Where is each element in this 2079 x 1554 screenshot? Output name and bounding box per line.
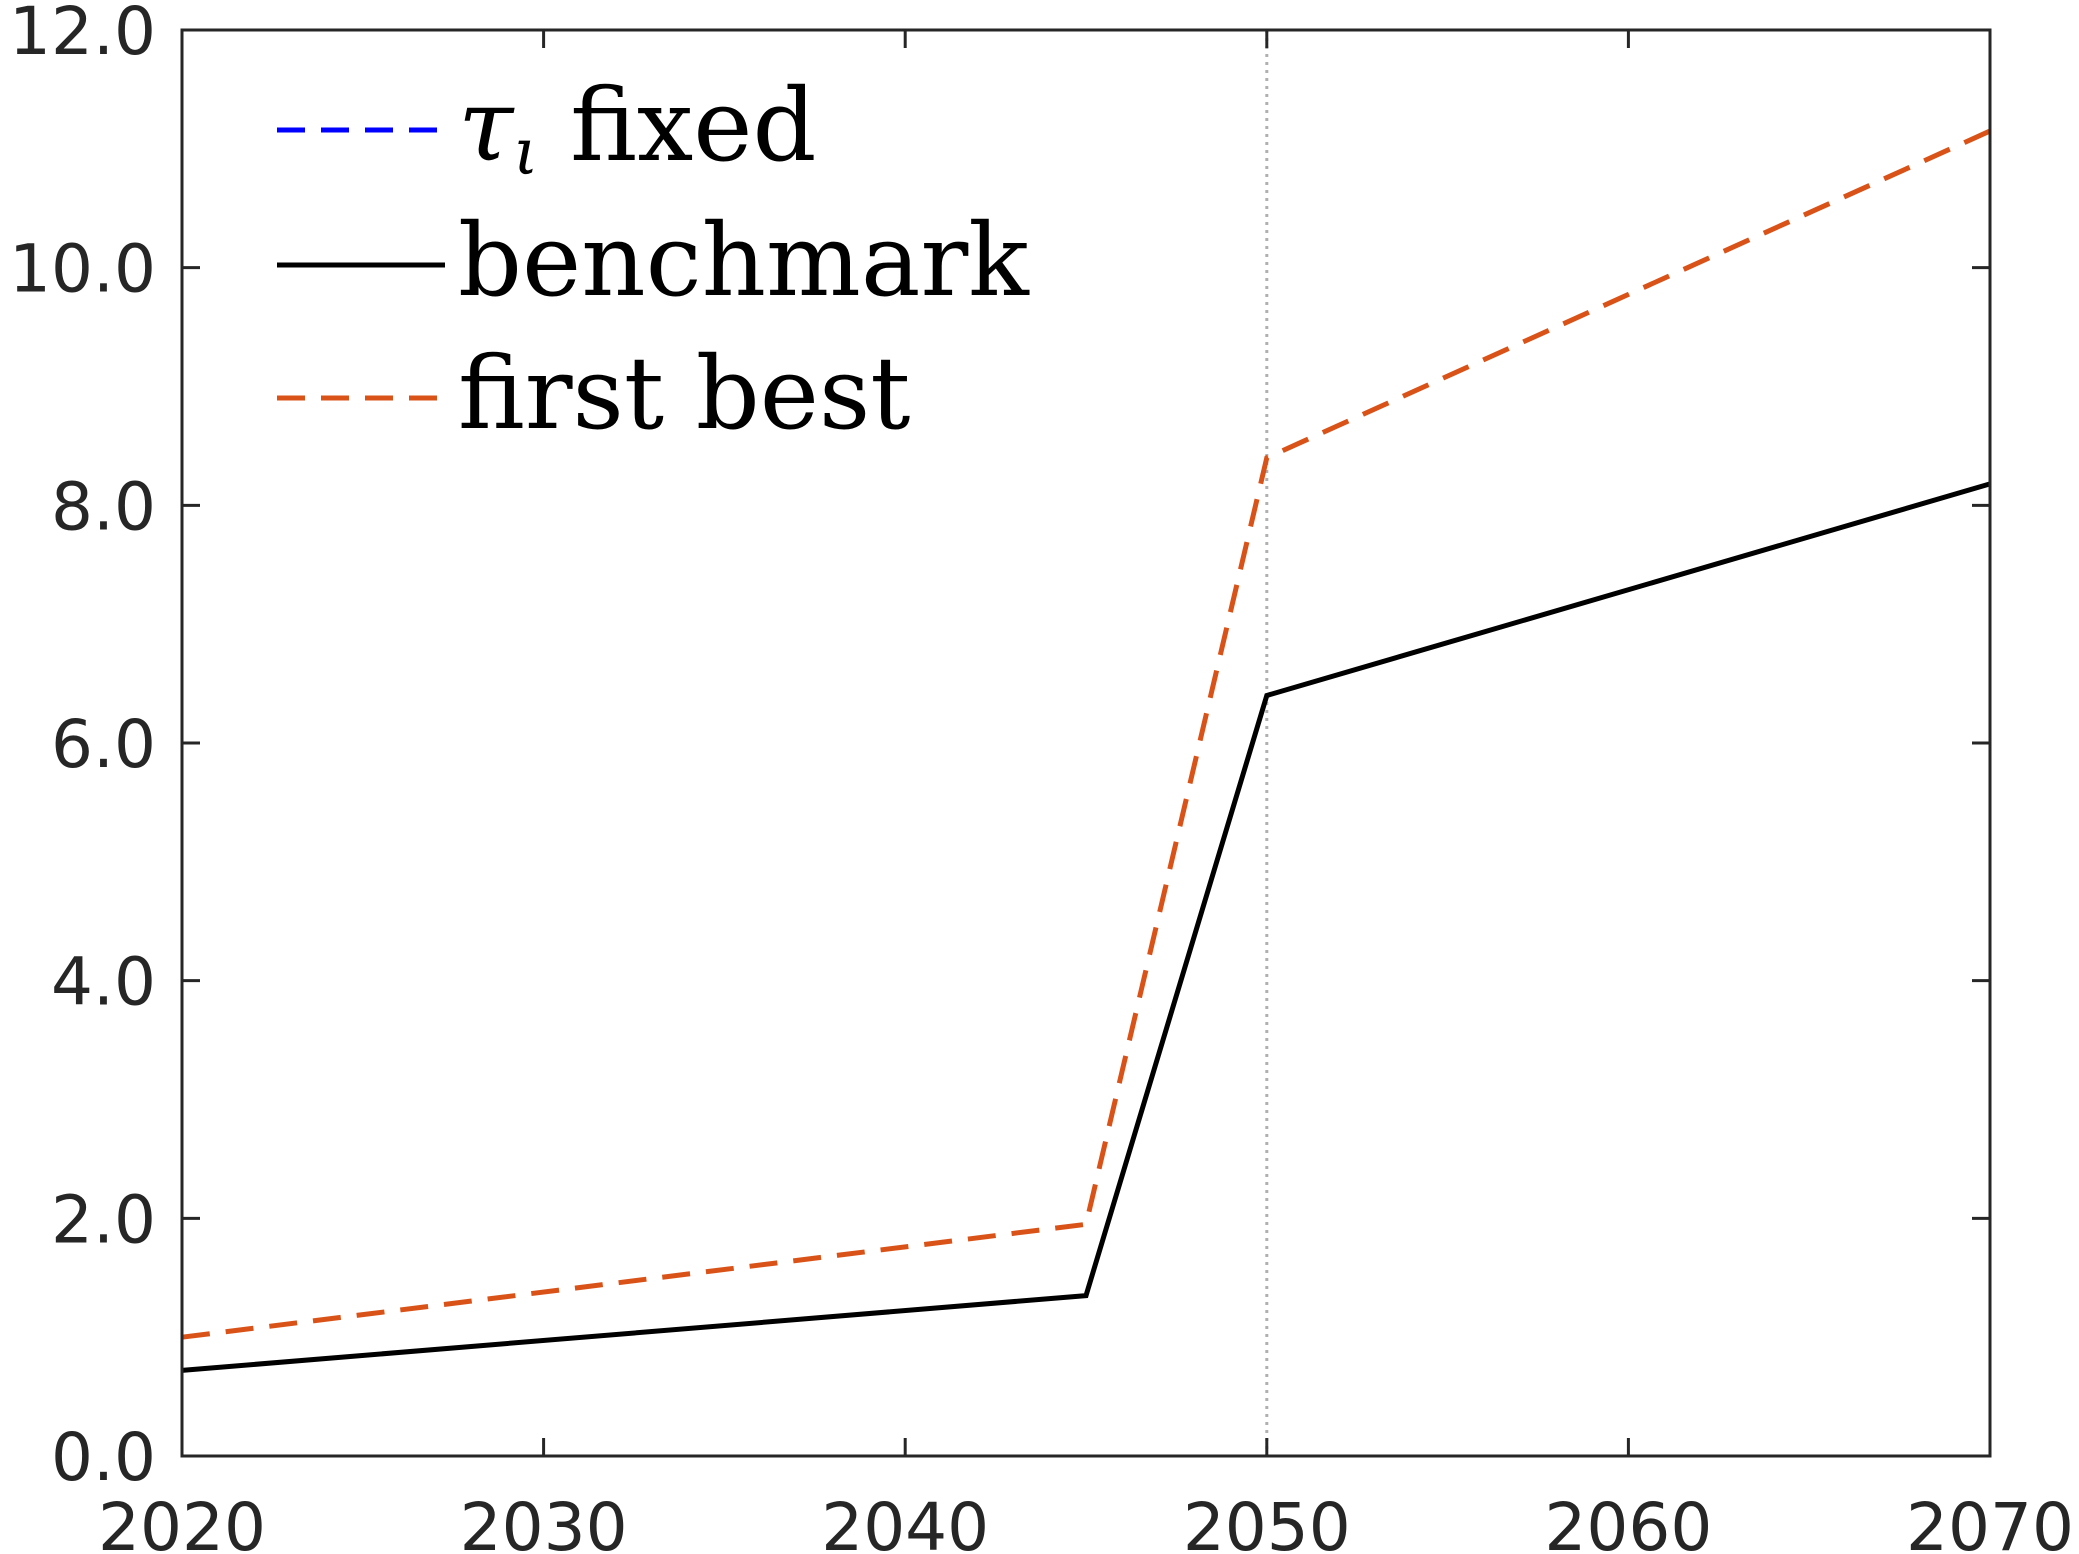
legend-label-1: benchmark bbox=[458, 202, 1030, 319]
y-tick-label: 2.0 bbox=[51, 1181, 156, 1258]
y-tick-label: 0.0 bbox=[51, 1419, 156, 1496]
y-tick-label: 8.0 bbox=[51, 468, 156, 545]
x-tick-label: 2030 bbox=[460, 1489, 628, 1554]
legend-label-0: τι fixed bbox=[458, 67, 817, 190]
x-tick-label: 2060 bbox=[1544, 1489, 1712, 1554]
x-tick-label: 2020 bbox=[98, 1489, 266, 1554]
ticks-layer: 2020 2030 2040 2050 2060 2070 0.0 2.0 4.0 6.0 8.0 1… bbox=[9, 0, 2074, 1554]
series-layer bbox=[181, 128, 1992, 1373]
y-tick-label: 10.0 bbox=[9, 231, 156, 308]
series-line-2 bbox=[181, 128, 1992, 1340]
x-tick-label: 2040 bbox=[821, 1489, 989, 1554]
legend-label-2: first best bbox=[458, 335, 911, 452]
x-tick-label: 2050 bbox=[1183, 1489, 1351, 1554]
y-tick-label: 4.0 bbox=[51, 944, 156, 1021]
y-tick-label: 12.0 bbox=[9, 0, 156, 70]
series-line-1 bbox=[181, 481, 1991, 1373]
legend: τι fixed benchmark first best bbox=[277, 67, 1030, 452]
y-tick-label: 6.0 bbox=[51, 706, 156, 783]
x-tick-label: 2070 bbox=[1906, 1489, 2074, 1554]
